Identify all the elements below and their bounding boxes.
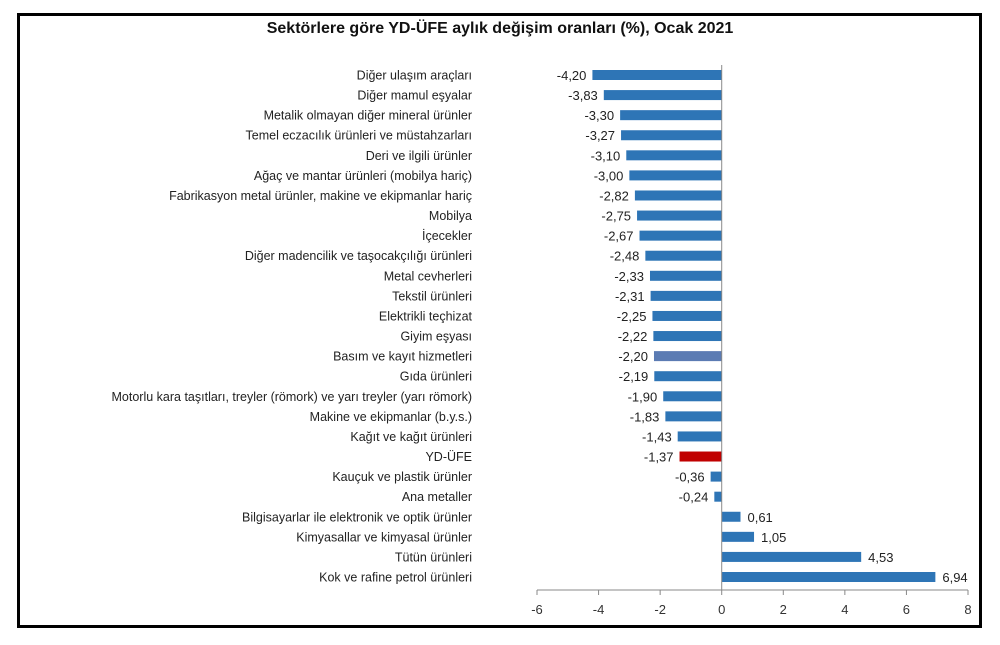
value-label: -2,25: [617, 309, 647, 324]
bar: [639, 230, 722, 241]
category-label: Metal cevherleri: [384, 269, 472, 283]
category-label: YD-ÜFE: [425, 450, 472, 464]
bar: [650, 290, 722, 301]
bar: [653, 351, 722, 362]
value-label: -2,48: [610, 249, 640, 264]
value-label: 6,94: [942, 570, 967, 585]
value-label: -2,31: [615, 289, 645, 304]
category-label: Diğer madencilik ve taşocakçılığı ürünle…: [245, 249, 472, 263]
value-label: -3,30: [584, 108, 614, 123]
bar: [603, 90, 722, 101]
value-label: -3,27: [585, 128, 615, 143]
category-label: Bilgisayarlar ile elektronik ve optik ür…: [242, 510, 472, 524]
value-label: -1,83: [630, 409, 660, 424]
category-label: Kok ve rafine petrol ürünleri: [319, 571, 472, 585]
bar: [637, 210, 722, 221]
category-label: Elektrikli teçhizat: [379, 309, 473, 323]
value-label: -3,83: [568, 88, 598, 103]
category-label: Mobilya: [429, 209, 472, 223]
x-tick-label: 4: [841, 602, 848, 617]
bar: [621, 130, 722, 141]
x-tick-label: 6: [903, 602, 910, 617]
category-label: Giyim eşyası: [400, 330, 472, 344]
chart-frame: [17, 13, 982, 628]
value-label: -3,10: [591, 148, 621, 163]
bar: [645, 250, 722, 261]
category-label: Diğer ulaşım araçları: [357, 69, 472, 83]
bar: [710, 471, 722, 482]
category-label: Metalik olmayan diğer mineral ürünler: [264, 109, 472, 123]
category-label: Tekstil ürünleri: [392, 289, 472, 303]
category-label: Motorlu kara taşıtları, treyler (römork)…: [112, 390, 472, 404]
bar: [677, 431, 722, 442]
category-label: Basım ve kayıt hizmetleri: [333, 350, 472, 364]
category-label: Kauçuk ve plastik ürünler: [332, 470, 472, 484]
bar: [654, 371, 722, 382]
value-label: 0,61: [747, 510, 772, 525]
x-tick-label: 0: [718, 602, 725, 617]
bar: [721, 572, 936, 582]
value-label: -1,37: [644, 450, 674, 465]
category-label: Kimyasallar ve kimyasal ürünler: [296, 530, 472, 544]
category-label: Tütün ürünleri: [395, 550, 472, 564]
category-label: Deri ve ilgili ürünler: [366, 149, 472, 163]
value-label: 4,53: [868, 550, 893, 565]
value-label: -2,22: [618, 329, 648, 344]
bar: [714, 491, 722, 502]
x-tick-label: 2: [780, 602, 787, 617]
x-tick-label: -2: [654, 602, 666, 617]
category-label: Ağaç ve mantar ürünleri (mobilya hariç): [254, 169, 472, 183]
chart-title: Sektörlere göre YD-ÜFE aylık değişim ora…: [266, 20, 734, 37]
x-tick-label: -6: [531, 602, 543, 617]
bar: [653, 331, 722, 342]
category-label: Ana metaller: [402, 490, 472, 504]
category-label: Kağıt ve kağıt ürünleri: [350, 430, 472, 444]
value-label: -2,67: [604, 229, 634, 244]
bar: [679, 451, 722, 462]
bar: [634, 190, 722, 201]
category-label: Fabrikasyon metal ürünler, makine ve eki…: [169, 189, 472, 203]
category-label: Diğer mamul eşyalar: [357, 89, 472, 103]
bar: [649, 270, 722, 281]
x-tick-label: 8: [964, 602, 971, 617]
bar: [592, 70, 722, 80]
category-label: Gıda ürünleri: [400, 370, 472, 384]
bar: [665, 411, 722, 422]
value-label: 1,05: [761, 530, 786, 545]
bar: [626, 150, 722, 161]
category-label: Makine ve ekipmanlar (b.y.s.): [310, 410, 472, 424]
value-label: -2,33: [614, 269, 644, 284]
value-label: -4,20: [557, 68, 587, 83]
bar: [652, 310, 722, 321]
bar: [721, 511, 741, 522]
category-label: İçecekler: [422, 229, 472, 243]
value-label: -2,20: [618, 349, 648, 364]
bar: [620, 110, 722, 121]
category-label: Temel eczacılık ürünleri ve müstahzarlar…: [246, 129, 472, 143]
value-label: -0,24: [679, 490, 709, 505]
bar: [721, 551, 862, 562]
bar: [663, 391, 722, 402]
value-label: -1,90: [628, 389, 658, 404]
value-label: -2,19: [619, 369, 649, 384]
value-label: -2,75: [601, 209, 631, 224]
bar: [629, 170, 722, 181]
value-label: -3,00: [594, 168, 624, 183]
value-label: -2,82: [599, 188, 629, 203]
value-label: -1,43: [642, 429, 672, 444]
bar: [721, 531, 755, 542]
value-label: -0,36: [675, 470, 705, 485]
x-tick-label: -4: [593, 602, 605, 617]
